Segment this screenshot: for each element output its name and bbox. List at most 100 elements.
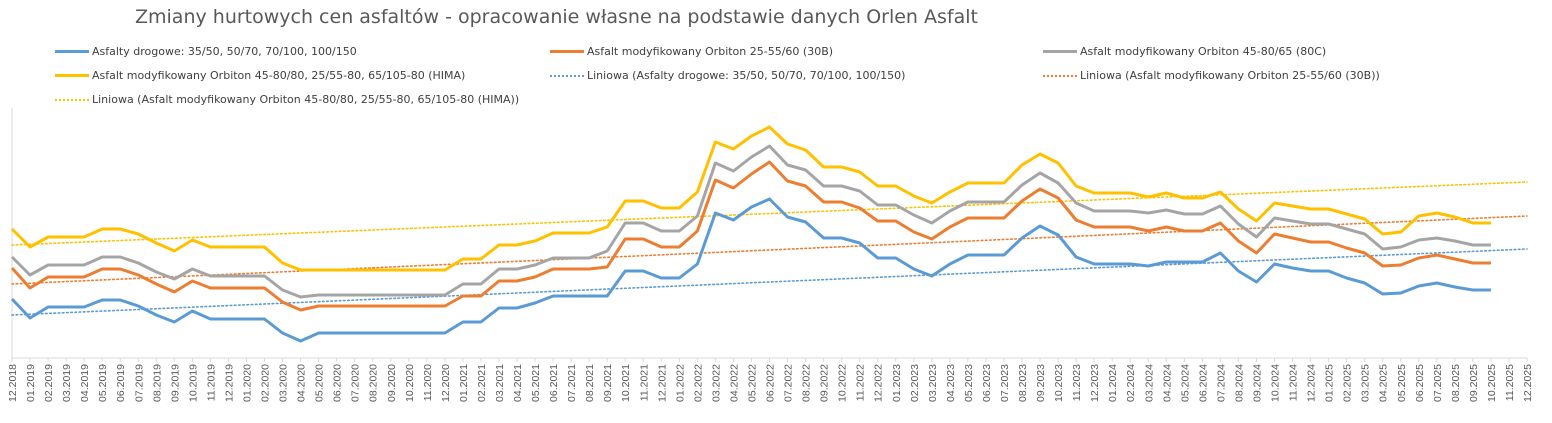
x-tick-label: 02.2025 — [1342, 364, 1354, 402]
x-tick-label: 01.2023 — [891, 364, 903, 402]
x-tick-label: 12.2023 — [1089, 364, 1101, 402]
legend-item-trend-hima[interactable]: Liniowa (Asfalt modyfikowany Orbiton 45-… — [55, 93, 519, 106]
legend-swatch — [55, 50, 89, 53]
x-tick-label: 07.2019 — [133, 364, 145, 402]
x-tick-label: 12.2024 — [1306, 364, 1318, 402]
x-tick-label: 09.2023 — [1035, 364, 1047, 402]
legend-item-orbiton-30b[interactable]: Asfalt modyfikowany Orbiton 25-55/60 (30… — [550, 45, 833, 58]
series-line — [10, 197, 1491, 343]
x-tick-label: 08.2020 — [368, 364, 380, 402]
trendline — [11, 215, 1528, 285]
x-tick-label: 05.2022 — [746, 364, 758, 402]
x-tick-label: 07.2023 — [999, 364, 1011, 402]
x-tick-label: 02.2020 — [260, 364, 272, 402]
x-tick-label: 03.2025 — [1360, 364, 1372, 402]
legend-item-orbiton-hima[interactable]: Asfalt modyfikowany Orbiton 45-80/80, 25… — [55, 69, 465, 82]
x-tick-label: 05.2020 — [314, 364, 326, 402]
trendline — [11, 181, 1528, 246]
legend-label: Liniowa (Asfalty drogowe: 35/50, 50/70, … — [587, 69, 906, 82]
x-tick-label: 07.2025 — [1432, 364, 1444, 402]
x-tick-label: 03.2024 — [1143, 364, 1155, 402]
legend-item-trend-30b[interactable]: Liniowa (Asfalt modyfikowany Orbiton 25-… — [1043, 69, 1380, 82]
x-tick-label: 10.2025 — [1486, 364, 1498, 402]
x-tick-label: 01.2025 — [1324, 364, 1336, 402]
x-tick-label: 05.2019 — [97, 364, 109, 402]
x-tick-label: 11.2021 — [638, 364, 650, 401]
x-tick-label: 09.2024 — [1251, 364, 1263, 402]
x-tick-label: 04.2020 — [296, 364, 308, 402]
x-tick-label: 11.2024 — [1288, 364, 1300, 401]
x-tick-label: 09.2022 — [819, 364, 831, 402]
x-tick-label: 12.2025 — [1522, 364, 1534, 402]
chart-title: Zmiany hurtowych cen asfaltów - opracowa… — [135, 6, 978, 28]
x-tick-label: 12.2018 — [7, 364, 19, 402]
x-tick-label: 03.2019 — [61, 364, 73, 402]
x-tick-label: 11.2020 — [422, 364, 434, 401]
x-tick-label: 09.2021 — [602, 364, 614, 402]
legend-swatch — [550, 50, 584, 53]
x-tick-label: 11.2022 — [855, 364, 867, 401]
x-tick-label: 02.2023 — [909, 364, 921, 402]
legend-label: Asfalty drogowe: 35/50, 50/70, 70/100, 1… — [92, 45, 357, 58]
x-tick-label: 09.2020 — [386, 364, 398, 402]
x-tick-label: 12.2020 — [440, 364, 452, 402]
x-tick-label: 10.2022 — [837, 364, 849, 402]
x-tick-label: 01.2020 — [241, 364, 253, 402]
legend-item-trend-drogowe[interactable]: Liniowa (Asfalty drogowe: 35/50, 50/70, … — [550, 69, 905, 82]
x-tick-label: 02.2022 — [692, 364, 704, 402]
x-tick-label: 05.2024 — [1179, 364, 1191, 402]
x-tick-label: 06.2022 — [765, 364, 777, 402]
x-tick-label: 11.2019 — [205, 364, 217, 401]
x-tick-label: 12.2022 — [873, 364, 885, 402]
x-tick-label: 12.2019 — [223, 364, 235, 402]
x-tick-label: 11.2023 — [1071, 364, 1083, 401]
x-tick-label: 06.2025 — [1414, 364, 1426, 402]
x-tick-label: 04.2024 — [1161, 364, 1173, 402]
x-tick-label: 05.2021 — [530, 364, 542, 402]
legend-swatch — [550, 74, 584, 77]
x-tick-label: 01.2021 — [458, 364, 470, 402]
x-tick-label: 09.2019 — [169, 364, 181, 402]
x-tick-label: 03.2021 — [494, 364, 506, 402]
x-tick-label: 02.2024 — [1125, 364, 1137, 402]
x-tick-label: 12.2021 — [656, 364, 668, 402]
x-tick-label: 03.2020 — [278, 364, 290, 402]
series-line — [10, 144, 1491, 299]
x-tick-label: 01.2024 — [1107, 364, 1119, 402]
x-tick-label: 10.2020 — [404, 364, 416, 402]
x-tick-label: 08.2024 — [1233, 364, 1245, 402]
x-tick-label: 04.2023 — [945, 364, 957, 402]
x-tick-label: 08.2022 — [801, 364, 813, 402]
x-tick-label: 08.2019 — [151, 364, 163, 402]
x-tick-label: 02.2019 — [43, 364, 55, 402]
legend-label: Liniowa (Asfalt modyfikowany Orbiton 45-… — [92, 93, 520, 106]
x-tick-label: 07.2022 — [783, 364, 795, 402]
series-line — [10, 125, 1491, 272]
legend-swatch — [55, 98, 89, 101]
x-tick-label: 06.2024 — [1197, 364, 1209, 402]
legend-label: Asfalt modyfikowany Orbiton 25-55/60 (30… — [587, 45, 834, 58]
x-tick-label: 03.2023 — [927, 364, 939, 402]
legend-item-orbiton-80c[interactable]: Asfalt modyfikowany Orbiton 45-80/65 (80… — [1043, 45, 1326, 58]
trendline — [11, 248, 1528, 316]
x-tick-label: 06.2021 — [548, 364, 560, 402]
x-tick-label: 04.2022 — [728, 364, 740, 402]
x-tick-label: 03.2022 — [710, 364, 722, 402]
x-tick-label: 04.2019 — [79, 364, 91, 402]
legend-label: Asfalt modyfikowany Orbiton 45-80/65 (80… — [1080, 45, 1327, 58]
x-tick-label: 07.2020 — [350, 364, 362, 402]
x-tick-label: 01.2019 — [25, 364, 37, 402]
x-tick-label: 08.2021 — [584, 364, 596, 402]
x-tick-label: 05.2025 — [1396, 364, 1408, 402]
series-line — [10, 160, 1491, 312]
x-tick-label: 11.2025 — [1504, 364, 1516, 401]
x-tick-label: 07.2024 — [1215, 364, 1227, 402]
legend-item-asfalty-drogowe[interactable]: Asfalty drogowe: 35/50, 50/70, 70/100, 1… — [55, 45, 357, 58]
x-tick-label: 04.2025 — [1378, 364, 1390, 402]
x-tick-label: 10.2024 — [1270, 364, 1282, 402]
legend-swatch — [1043, 74, 1077, 77]
x-tick-label: 04.2021 — [512, 364, 524, 402]
x-tick-label: 06.2019 — [115, 364, 127, 402]
x-tick-label: 10.2019 — [187, 364, 199, 402]
